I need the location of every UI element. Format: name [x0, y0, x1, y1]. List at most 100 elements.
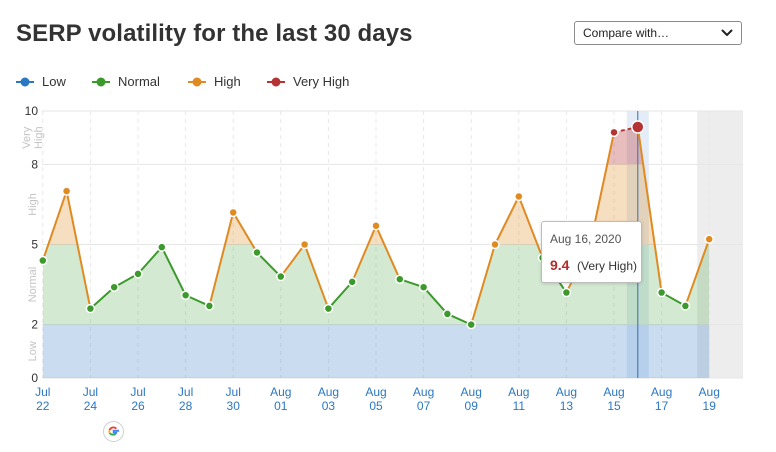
series-line-segment	[160, 246, 187, 296]
series-line-segment	[137, 246, 163, 275]
series-line-segment	[279, 243, 306, 278]
series-line-segment	[517, 196, 544, 259]
data-point[interactable]	[680, 301, 691, 311]
x-tick-month[interactable]: Jul	[35, 385, 50, 399]
x-tick-day[interactable]: 07	[417, 399, 431, 413]
compare-dropdown[interactable]: Compare with…	[574, 21, 742, 45]
series-line-segment	[636, 126, 663, 293]
x-tick-month[interactable]: Aug	[508, 385, 529, 399]
data-point[interactable]	[490, 239, 500, 250]
y-tick-label: 5	[31, 238, 38, 252]
data-point[interactable]	[347, 277, 357, 287]
data-point[interactable]	[252, 247, 262, 258]
data-point[interactable]	[109, 282, 119, 292]
x-tick-day[interactable]: 11	[513, 399, 526, 413]
page-title: SERP volatility for the last 30 days	[16, 20, 413, 47]
data-point[interactable]	[418, 282, 429, 292]
tooltip-category: (Very High)	[577, 259, 638, 273]
x-tick-month[interactable]: Aug	[318, 385, 339, 399]
data-point[interactable]	[514, 191, 524, 202]
x-tick-month[interactable]: Aug	[461, 385, 482, 399]
x-tick-day[interactable]: 03	[322, 399, 336, 413]
series-line-segment	[208, 212, 235, 307]
legend-marker-low-icon	[16, 77, 34, 87]
x-tick-month[interactable]: Jul	[130, 385, 145, 399]
band-label-low: Low	[27, 341, 39, 361]
data-point[interactable]	[631, 120, 645, 134]
data-point[interactable]	[656, 287, 667, 298]
x-tick-month[interactable]: Jul	[226, 385, 241, 399]
x-tick-day[interactable]: 22	[36, 399, 50, 413]
data-point[interactable]	[395, 274, 405, 284]
data-point[interactable]	[609, 127, 619, 138]
x-tick-day[interactable]: 17	[655, 399, 669, 413]
compare-dropdown-label: Compare with…	[583, 26, 670, 40]
data-point[interactable]	[466, 319, 476, 330]
y-tick-label: 8	[31, 157, 38, 171]
y-tick-label: 10	[25, 104, 39, 118]
x-tick-month[interactable]: Jul	[178, 385, 193, 399]
x-tick-day[interactable]: 05	[369, 399, 383, 413]
data-point[interactable]	[442, 309, 453, 319]
data-point[interactable]	[228, 207, 238, 218]
chevron-down-icon	[721, 29, 733, 36]
data-point[interactable]	[323, 303, 334, 314]
x-tick-day[interactable]: 09	[465, 399, 479, 413]
data-point[interactable]	[157, 242, 167, 252]
x-tick-day[interactable]: 15	[607, 399, 621, 413]
data-point[interactable]	[133, 269, 143, 279]
x-tick-month[interactable]: Aug	[603, 385, 624, 399]
series-line-segment	[327, 281, 353, 310]
tooltip-value: 9.4	[550, 257, 570, 273]
data-point[interactable]	[61, 186, 72, 196]
y-tick-label: 0	[31, 371, 38, 385]
series-line-segment	[232, 211, 258, 254]
series-line-segment	[375, 225, 401, 280]
band-label-high: High	[27, 193, 39, 216]
data-point[interactable]	[85, 303, 96, 314]
band-low	[42, 324, 710, 378]
x-tick-day[interactable]: 19	[703, 399, 717, 413]
x-tick-month[interactable]: Aug	[270, 385, 291, 399]
series-line-segment	[65, 190, 92, 309]
x-tick-month[interactable]: Aug	[556, 385, 577, 399]
series-line-segment	[89, 286, 115, 310]
google-icon[interactable]	[103, 421, 124, 442]
series-line-segment	[494, 195, 520, 245]
data-point[interactable]	[180, 290, 191, 300]
chart-tooltip: Aug 16, 2020 9.4 (Very High)	[541, 221, 642, 283]
x-tick-month[interactable]: Jul	[83, 385, 98, 399]
legend-label: High	[214, 74, 241, 89]
legend-label: Normal	[118, 74, 160, 89]
series-line-segment	[303, 244, 330, 309]
data-point[interactable]	[299, 239, 310, 250]
x-tick-day[interactable]: 24	[84, 399, 98, 413]
x-tick-day[interactable]: 26	[131, 399, 145, 413]
legend-marker-normal-icon	[92, 77, 110, 87]
data-point[interactable]	[371, 221, 381, 231]
x-tick-month[interactable]: Aug	[651, 385, 672, 399]
x-tick-day[interactable]: 13	[560, 399, 574, 413]
data-point[interactable]	[204, 301, 215, 311]
data-point[interactable]	[276, 271, 286, 282]
legend-label: Very High	[293, 74, 350, 89]
x-tick-month[interactable]: Aug	[699, 385, 720, 399]
series-line-segment	[351, 225, 377, 283]
x-tick-day[interactable]: 30	[227, 399, 241, 413]
x-tick-day[interactable]: 01	[274, 399, 288, 413]
series-line-segment	[41, 190, 68, 261]
series-line-segment	[256, 251, 282, 278]
data-point[interactable]	[704, 234, 714, 244]
legend-label: Low	[42, 74, 66, 89]
x-tick-month[interactable]: Aug	[413, 385, 434, 399]
series-line-segment	[684, 238, 711, 307]
x-tick-day[interactable]: 28	[179, 399, 193, 413]
data-point[interactable]	[561, 287, 572, 298]
data-point[interactable]	[38, 255, 48, 266]
x-tick-month[interactable]: Aug	[365, 385, 386, 399]
legend-marker-very-high-icon	[267, 77, 285, 87]
series-line-segment	[470, 244, 496, 325]
y-tick-label: 2	[31, 318, 38, 332]
tooltip-date: Aug 16, 2020	[550, 232, 622, 246]
